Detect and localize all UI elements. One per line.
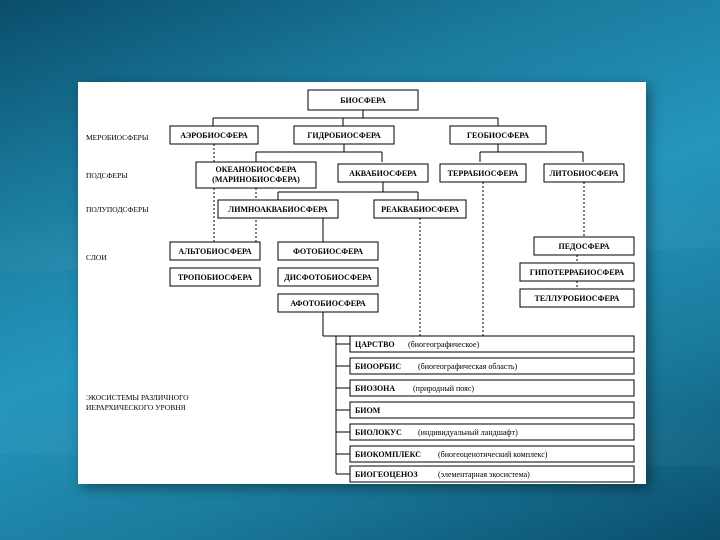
- svg-text:БИОЗОНА: БИОЗОНА: [355, 384, 395, 393]
- label-eco-1: ЭКОСИСТЕМЫ РАЗЛИЧНОГО: [86, 393, 189, 402]
- svg-text:РЕАКВАБИОСФЕРА: РЕАКВАБИОСФЕРА: [381, 205, 459, 214]
- label-podsfery: ПОДСФЕРЫ: [86, 171, 128, 180]
- svg-text:ТЕРРАБИОСФЕРА: ТЕРРАБИОСФЕРА: [448, 169, 519, 178]
- svg-text:ПЕДОСФЕРА: ПЕДОСФЕРА: [558, 242, 609, 251]
- svg-text:ДИСФОТОБИОСФЕРА: ДИСФОТОБИОСФЕРА: [284, 273, 372, 282]
- svg-text:ГИПОТЕРРАБИОСФЕРА: ГИПОТЕРРАБИОСФЕРА: [530, 268, 625, 277]
- svg-text:АЭРОБИОСФЕРА: АЭРОБИОСФЕРА: [180, 131, 248, 140]
- svg-text:ТЕЛЛУРОБИОСФЕРА: ТЕЛЛУРОБИОСФЕРА: [535, 294, 620, 303]
- svg-text:ЛИТОБИОСФЕРА: ЛИТОБИОСФЕРА: [549, 169, 618, 178]
- svg-text:АФОТОБИОСФЕРА: АФОТОБИОСФЕРА: [290, 299, 366, 308]
- svg-text:БИОМ: БИОМ: [355, 406, 381, 415]
- ecosystem-ladder: ЦАРСТВО (биогеографическое) БИООРБИС (би…: [336, 336, 634, 482]
- svg-text:ЛИМНОАКВАБИОСФЕРА: ЛИМНОАКВАБИОСФЕРА: [228, 205, 328, 214]
- title-text: БИОСФЕРА: [340, 96, 386, 105]
- svg-text:(биогеоценотический комплекс): (биогеоценотический комплекс): [438, 450, 548, 459]
- svg-text:АЛЬТОБИОСФЕРА: АЛЬТОБИОСФЕРА: [178, 247, 252, 256]
- label-polupodsfery: ПОЛУПОДСФЕРЫ: [86, 205, 149, 214]
- label-merobiosfery: МЕРОБИОСФЕРЫ: [86, 133, 149, 142]
- svg-text:ТРОПОБИОСФЕРА: ТРОПОБИОСФЕРА: [178, 273, 253, 282]
- label-sloi: СЛОИ: [86, 253, 107, 262]
- svg-text:(элементарная экосистема): (элементарная экосистема): [438, 470, 530, 479]
- svg-text:БИООРБИС: БИООРБИС: [355, 362, 401, 371]
- svg-text:(биогеографическая область): (биогеографическая область): [418, 362, 517, 371]
- svg-text:БИОКОМПЛЕКС: БИОКОМПЛЕКС: [355, 450, 421, 459]
- svg-text:ЦАРСТВО: ЦАРСТВО: [355, 340, 395, 349]
- svg-text:ГИДРОБИОСФЕРА: ГИДРОБИОСФЕРА: [307, 131, 381, 140]
- svg-text:БИОГЕОЦЕНОЗ: БИОГЕОЦЕНОЗ: [355, 470, 418, 479]
- svg-text:(природный пояс): (природный пояс): [413, 384, 474, 393]
- svg-text:(биогеографическое): (биогеографическое): [408, 340, 479, 349]
- svg-text:БИОЛОКУС: БИОЛОКУС: [355, 428, 402, 437]
- svg-text:АКВАБИОСФЕРА: АКВАБИОСФЕРА: [349, 169, 417, 178]
- label-eco-2: ИЕРАРХИЧЕСКОГО УРОВНЯ: [86, 403, 186, 412]
- svg-text:(МАРИНОБИОСФЕРА): (МАРИНОБИОСФЕРА): [212, 175, 300, 184]
- biosphere-hierarchy-diagram: БИОСФЕРА МЕРОБИОСФЕРЫ АЭРОБИОСФЕРА ГИДРО…: [78, 82, 646, 484]
- svg-text:(индивидуальный ландшафт): (индивидуальный ландшафт): [418, 428, 518, 437]
- svg-text:ГЕОБИОСФЕРА: ГЕОБИОСФЕРА: [467, 131, 529, 140]
- svg-text:ОКЕАНОБИОСФЕРА: ОКЕАНОБИОСФЕРА: [215, 165, 296, 174]
- svg-text:ФОТОБИОСФЕРА: ФОТОБИОСФЕРА: [293, 247, 363, 256]
